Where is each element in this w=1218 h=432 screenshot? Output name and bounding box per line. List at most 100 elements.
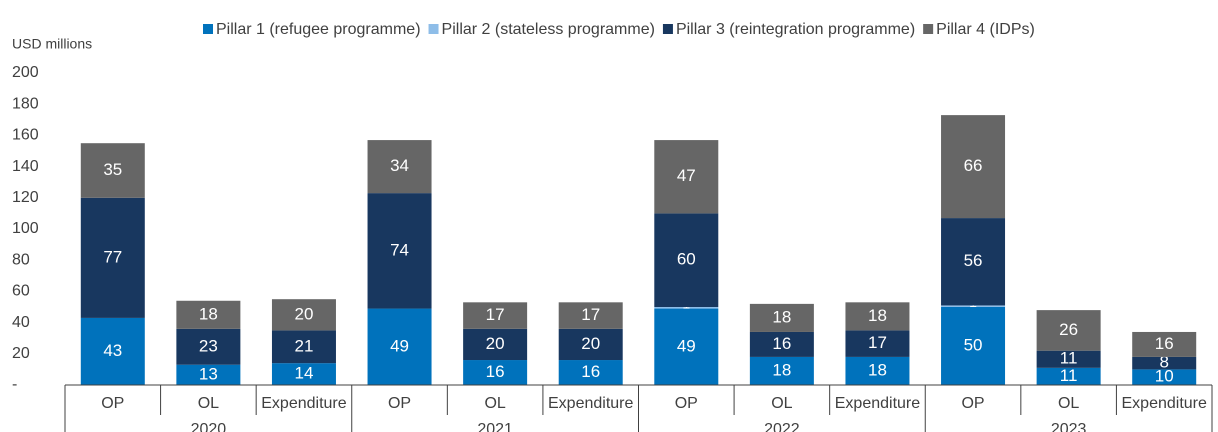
bar-value-label: 34 [390,156,409,175]
x-tick-label: OP [101,395,124,412]
bar-value-label: 47 [677,166,696,185]
bar-value-label: 13 [199,364,218,383]
y-tick-label: 60 [12,283,30,300]
bar-segment [176,328,241,365]
x-tick-label: OL [771,395,792,412]
bar-value-label: 10 [1155,367,1174,386]
bar-value-label: 35 [103,160,122,179]
bar-segment [271,330,336,364]
bar-value-label: 11 [1060,349,1078,368]
group-label: 2022 [764,421,800,432]
bar-value-label: 23 [199,336,218,355]
bar-value-label: 18 [772,360,791,379]
bar-segment [749,303,814,332]
bar-segment [654,307,719,309]
y-tick-label: 200 [12,64,39,81]
group-label: 2020 [191,421,227,432]
bar-value-label: 50 [964,335,983,354]
x-tick-label: OL [1058,395,1079,412]
y-tick-label: - [12,376,17,393]
bar-value-label: 17 [868,333,887,352]
x-tick-label: OP [961,395,984,412]
bar-value-label: 56 [964,251,983,270]
bar-value-label: 20 [294,304,313,323]
bar-value-label: 11 [1060,366,1078,385]
x-tick-label: Expenditure [835,395,920,412]
bar-segment [558,360,623,385]
bar-segment [845,356,910,385]
y-tick-label: 100 [12,220,39,237]
y-tick-label: 140 [12,158,39,175]
bar-segment [463,360,528,385]
bar-value-label: 20 [581,334,600,353]
legend-swatch [662,24,673,34]
y-tick-label: 160 [12,127,39,144]
legend-swatch [428,24,439,34]
bar-value-label: 43 [103,341,122,360]
legend-label: Pillar 2 (stateless programme) [442,21,655,38]
bar-value-label: 60 [677,250,696,269]
bar-value-label: 77 [103,247,122,266]
bar-value-label: 16 [1155,334,1174,353]
legend-swatch [203,24,213,34]
bar-segment [558,302,623,329]
y-tick-label: 20 [12,345,30,362]
bar-segment [654,140,719,214]
bar-value-label: 49 [677,336,696,355]
bar-segment [845,302,910,331]
bar-value-label: 18 [868,306,887,325]
bar-value-label: 20 [486,334,505,353]
x-tick-label: OP [675,395,698,412]
legend-swatch [923,24,934,34]
bar-segment [80,317,145,385]
y-tick-label: 180 [12,95,39,112]
bar-value-label: 18 [868,360,887,379]
x-tick-label: OL [198,395,219,412]
bar-segment [80,143,145,198]
bar-segment [367,140,432,194]
bar-segment [749,356,814,385]
x-tick-label: Expenditure [548,395,633,412]
x-tick-label: OP [388,395,411,412]
bar-segment [654,213,719,307]
x-tick-label: Expenditure [1122,395,1207,412]
bar-value-label: 21 [294,336,313,355]
bar-value-label: 17 [581,305,600,324]
bar-segment [80,197,145,318]
bar-segment [1132,369,1197,385]
bar-value-label: 74 [390,240,409,259]
bar-value-label: 26 [1059,320,1078,339]
bar-value-label: 14 [294,364,313,383]
bar-segment [941,218,1006,306]
bar-segment [1132,356,1197,370]
legend-label: Pillar 4 (IDPs) [936,21,1035,38]
x-tick-label: OL [484,395,505,412]
bar-segment [463,302,528,329]
group-label: 2021 [477,421,513,432]
bar-segment [941,307,1006,385]
bar-segment [1036,367,1101,385]
bar-value-label: 18 [199,304,218,323]
bar-segment [941,115,1006,219]
legend-label: Pillar 3 (reintegration programme) [676,21,915,38]
bar-value-label: 17 [486,305,505,324]
bar-segment [176,300,241,329]
bar-segment [271,299,336,331]
bar-value-label: 66 [964,156,983,175]
y-tick-label: 40 [12,314,30,331]
x-tick-label: Expenditure [261,395,346,412]
bar-segment [463,328,528,361]
y-tick-label: 120 [12,189,39,206]
y-tick-label: 80 [12,251,30,268]
bar-segment [271,363,336,385]
bar-segment [941,305,1006,307]
y-axis-label: USD millions [12,36,92,52]
bar-value-label: 16 [772,334,791,353]
bar-segment [1036,310,1101,351]
bar-value-label: 16 [486,362,505,381]
bar-segment [1132,331,1197,357]
group-label: 2023 [1051,421,1087,432]
bar-segment [367,308,432,385]
bar-value-label: 8 [1159,353,1168,372]
